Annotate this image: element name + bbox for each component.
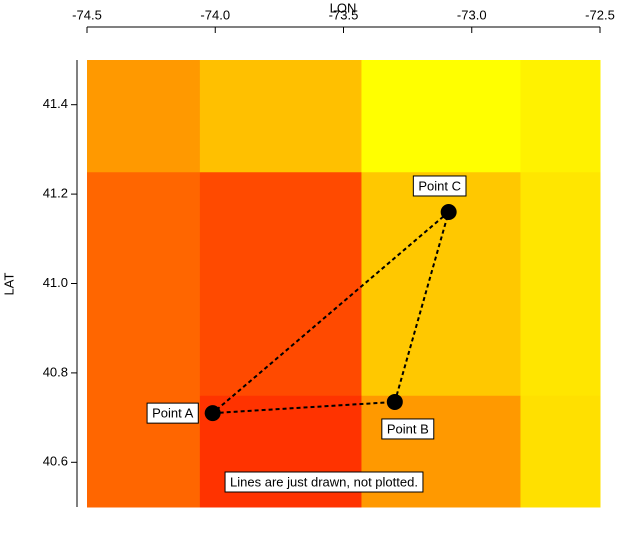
connector-line xyxy=(212,211,450,414)
connector-line xyxy=(393,211,450,403)
point-label-box xyxy=(146,402,199,424)
heatmap-cell xyxy=(361,171,521,396)
point xyxy=(204,405,221,422)
y-axis-label: LAT xyxy=(1,273,16,296)
point-label-box xyxy=(412,175,467,197)
x-tick-label: -74.0 xyxy=(200,7,230,22)
heatmap-cell xyxy=(361,60,521,173)
y-tick-label: 41.0 xyxy=(43,275,68,290)
heatmap-cell xyxy=(199,60,362,173)
connector-line xyxy=(212,400,395,415)
point-label-box xyxy=(381,418,435,440)
y-tick-label: 41.2 xyxy=(43,186,68,201)
point-label: Point C xyxy=(418,178,461,193)
heatmap-cell xyxy=(520,395,601,508)
heatmap-cell xyxy=(87,60,201,173)
point xyxy=(386,393,403,410)
heatmap-cell xyxy=(87,171,201,396)
point xyxy=(440,203,457,220)
heatmap-cell xyxy=(199,171,362,396)
y-tick-label: 41.4 xyxy=(43,96,68,111)
heatmap-cell xyxy=(520,171,601,396)
x-axis-label: LON xyxy=(330,0,357,15)
point-label: Point B xyxy=(387,421,429,436)
annotation-box xyxy=(224,471,424,493)
point-label: Point A xyxy=(152,406,194,421)
x-tick-label: -74.5 xyxy=(72,7,102,22)
annotation: Lines are just drawn, not plotted. xyxy=(230,474,418,489)
y-tick-label: 40.6 xyxy=(43,454,68,469)
heatmap-cell xyxy=(520,60,601,173)
y-tick-label: 40.8 xyxy=(43,364,68,379)
x-tick-label: -73.0 xyxy=(457,7,487,22)
x-tick-label: -72.5 xyxy=(585,7,615,22)
x-tick-label: -73.5 xyxy=(329,7,359,22)
